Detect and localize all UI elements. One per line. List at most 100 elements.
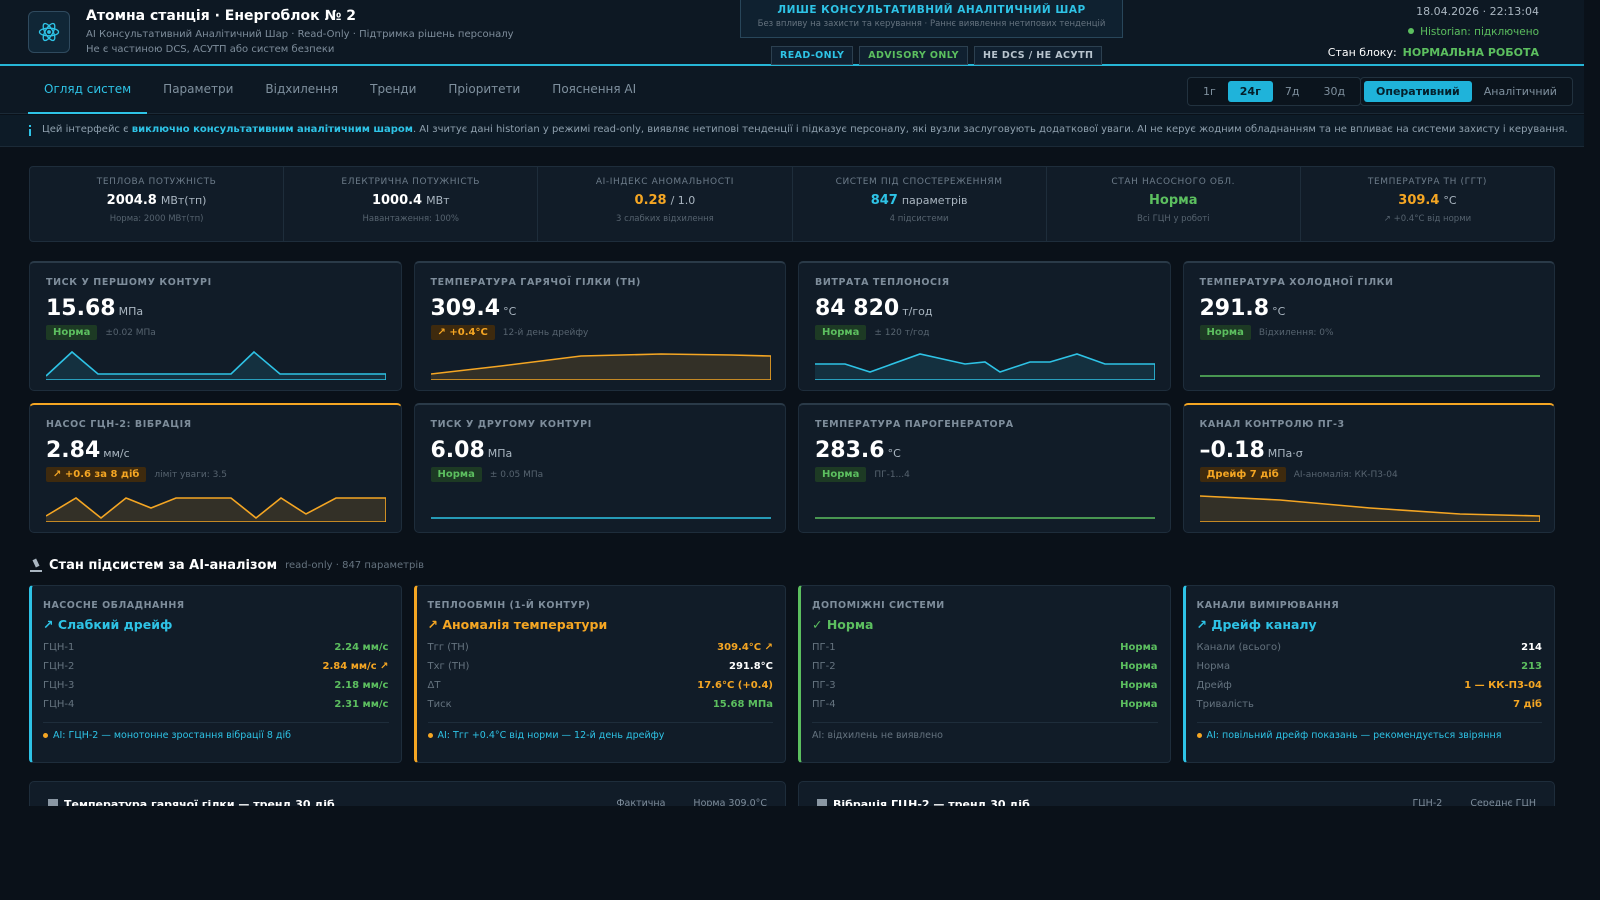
subsystem-card: ДОПОМІЖНІ СИСТЕМИ ✓ Норма ПГ-1 Норма ПГ-2 Нор…: [798, 585, 1171, 763]
kpi-note: 4 підсистеми: [889, 214, 949, 224]
subsystem-title: КАНАЛИ ВИМІРЮВАННЯ: [1196, 600, 1340, 611]
subsystem-row: Тривалість 7 діб: [1197, 695, 1543, 714]
metric-card: ТЕМПЕРАТУРА ХОЛОДНОЇ ГІЛКИ 291.8 °C Норма Ві…: [1182, 261, 1555, 391]
kpi-value-row: 2004.8 МВт(тп): [30, 193, 283, 208]
card-unit: °C: [1272, 305, 1286, 318]
kpi-unit: / 1.0: [670, 194, 696, 207]
card-unit: МПа·σ: [1267, 447, 1303, 460]
card-value: –0.18: [1199, 438, 1265, 463]
card-badge-row: Дрейф 7 діб AI-аномалія: КК-П3-04: [1199, 467, 1539, 482]
card-unit: °C: [503, 305, 517, 318]
subsystem-row: ГЦН-4 2.31 мм/с: [43, 695, 389, 714]
sparkline: [815, 353, 1155, 380]
card-title: ТИСК У ДРУГОМУ КОНТУРІ: [430, 419, 592, 430]
kpi-label: ТЕМПЕРАТУРА TH (ГГТ): [1367, 177, 1487, 187]
row-value: 214: [1521, 642, 1542, 653]
kpi-value-row: 847 параметрів: [793, 193, 1046, 208]
subsystem-row: Канали (всього) 214: [1197, 638, 1543, 657]
card-value: 291.8: [1199, 296, 1270, 321]
kpi-label: ЕЛЕКТРИЧНА ПОТУЖНІСТЬ: [341, 177, 481, 187]
badge: НЕ DCS / НЕ АСУТП: [973, 46, 1103, 65]
card-badge-row: Норма ±0.02 МПа: [46, 325, 385, 340]
metric-card: КАНАЛ КОНТРОЛЮ ПГ-3 –0.18 МПа·σ Дрейф 7 діб…: [1182, 403, 1555, 533]
card-badge-row: Норма ПГ-1...4: [815, 467, 1154, 482]
subsystem-row: ПГ-3 Норма: [812, 676, 1158, 695]
info-text: Цей інтерфейс є: [42, 124, 132, 135]
card-title: КАНАЛ КОНТРОЛЮ ПГ-3: [1199, 419, 1345, 430]
card-value-row: 2.84 мм/с: [46, 438, 385, 463]
logo: [28, 11, 70, 53]
mode-button[interactable]: Оперативний: [1364, 81, 1472, 102]
card-note: Відхилення: 0%: [1258, 328, 1334, 338]
kpi-label: СТАН НАСОСНОГО ОБЛ.: [1111, 177, 1236, 187]
card-title: ВИТРАТА ТЕПЛОНОСІЯ: [815, 277, 950, 288]
subsystem-row: Дрейф 1 — КК-П3-04: [1197, 676, 1543, 695]
card-note: ± 120 т/год: [874, 328, 930, 338]
row-label: Канали (всього): [1196, 642, 1282, 653]
range-button[interactable]: 1г: [1203, 85, 1216, 98]
header-subtitle: AI Консультативний Аналітичний Шар · Rea…: [86, 29, 514, 40]
card-value: 6.08: [430, 438, 485, 463]
metric-card: ТЕМПЕРАТУРА ПАРОГЕНЕРАТОРА 283.6 °C Норма ПГ…: [798, 403, 1171, 533]
tab[interactable]: Відхилення: [265, 82, 339, 96]
kpi: ЕЛЕКТРИЧНА ПОТУЖНІСТЬ 1000.4 МВт Навантажен…: [284, 167, 539, 241]
kpi-value-row: 309.4 °C: [1301, 193, 1554, 208]
card-unit: т/год: [902, 305, 933, 318]
card-unit: мм/с: [103, 447, 130, 460]
sparkline: [430, 517, 771, 519]
kpi-value-row: 1000.4 МВт: [284, 193, 537, 208]
tab[interactable]: Огляд систем: [28, 66, 148, 114]
subsystem-title: ДОПОМІЖНІ СИСТЕМИ: [812, 600, 945, 611]
card-note: ліміт уваги: 3.5: [154, 470, 227, 480]
row-label: ГЦН-3: [43, 680, 75, 691]
row-label: Дрейф: [1196, 680, 1232, 691]
tab[interactable]: Пояснення AI: [552, 82, 637, 96]
badges: READ-ONLY ADVISORY ONLY НЕ DCS / НЕ АСУТП: [771, 46, 1103, 65]
tab[interactable]: Пріоритети: [448, 82, 521, 96]
card-note: ± 0.05 МПа: [489, 470, 544, 480]
row-value: Норма: [1120, 699, 1158, 710]
card-note: ПГ-1...4: [874, 470, 910, 480]
mode-button[interactable]: Аналітичний: [1483, 85, 1557, 98]
subsystems-title: Стан підсистем за AI-аналізом: [49, 557, 278, 573]
row-value: Норма: [1120, 642, 1158, 653]
card-value: 2.84: [46, 438, 101, 463]
kpi-value-row: Норма: [1047, 193, 1300, 208]
tab[interactable]: Параметри: [163, 82, 234, 96]
trend-panel: Температура гарячої гілки — тренд 30 діб…: [29, 781, 786, 806]
kpi-note: ↗ +0.4°C від норми: [1383, 214, 1472, 224]
row-value: 213: [1521, 661, 1542, 672]
kpi-note: Норма: 2000 МВт(тп): [109, 214, 204, 224]
kpi-note: Всі ГЦН у роботі: [1137, 214, 1210, 224]
card-value-row: 84 820 т/год: [815, 296, 1154, 321]
subsystems-header: Стан підсистем за AI-аналізом read-only ·…: [29, 555, 1555, 575]
sparkline: [430, 353, 771, 380]
card-value-row: 291.8 °C: [1200, 296, 1539, 321]
status-pill: Дрейф 7 діб: [1199, 467, 1286, 482]
main: ТЕПЛОВА ПОТУЖНІСТЬ 2004.8 МВт(тп) Норма: 20…: [29, 166, 1555, 806]
kpi: СТАН НАСОСНОГО ОБЛ. Норма Всі ГЦН у роботі: [1047, 167, 1301, 241]
card-note: AI-аномалія: КК-П3-04: [1293, 470, 1398, 480]
subsystem-row: Норма 213: [1197, 657, 1543, 676]
range-button[interactable]: 7д: [1284, 85, 1300, 98]
row-label: ГЦН-2: [43, 661, 75, 672]
card-value-row: 15.68 МПа: [46, 296, 385, 321]
card-value: 283.6: [815, 438, 885, 463]
kpi-value: 847: [870, 193, 898, 208]
row-value: 309.4°C ↗: [717, 642, 773, 653]
tab[interactable]: Тренди: [370, 82, 417, 96]
row-label: ГЦН-4: [43, 699, 75, 710]
subsystem-row: ГЦН-2 2.84 мм/с ↗: [43, 657, 389, 676]
subsystem-card: ТЕПЛООБМІН (1-Й КОНТУР) ↗ Аномалія темпер…: [413, 585, 786, 763]
status-pill: ↗ +0.4°C: [430, 325, 495, 340]
info-text: . AI зчитує дані historian у режимі read…: [412, 124, 1568, 135]
range-button[interactable]: 30д: [1323, 85, 1346, 98]
subsystem-row: ПГ-4 Норма: [812, 695, 1158, 714]
mode-selector: Оперативний Аналітичний: [1360, 77, 1573, 106]
trend-legend: Середнє ГЦН: [1470, 798, 1536, 806]
trend-title: Вібрація ГЦН-2 — тренд 30 діб: [817, 798, 1385, 806]
card-unit: МПа: [118, 305, 144, 318]
row-label: Тхг (TH): [427, 661, 470, 672]
range-button[interactable]: 24г: [1227, 81, 1273, 102]
